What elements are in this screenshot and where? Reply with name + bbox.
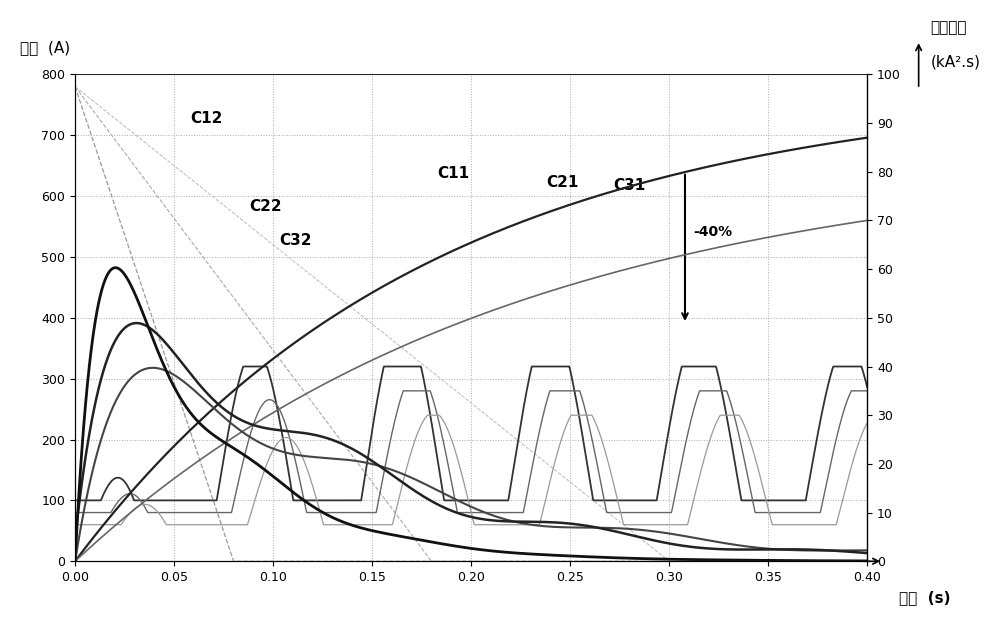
Text: C21: C21 [546,175,579,190]
Text: C11: C11 [437,166,470,181]
Text: C32: C32 [279,233,312,248]
Text: 时间  (s): 时间 (s) [899,590,950,605]
Text: C12: C12 [190,111,222,126]
Text: -40%: -40% [693,225,732,239]
Text: (kA².s): (kA².s) [931,54,981,69]
Text: C22: C22 [249,199,282,214]
Text: 电流积分: 电流积分 [931,21,967,36]
Text: C31: C31 [614,178,646,193]
Text: 电流  (A): 电流 (A) [20,40,70,55]
